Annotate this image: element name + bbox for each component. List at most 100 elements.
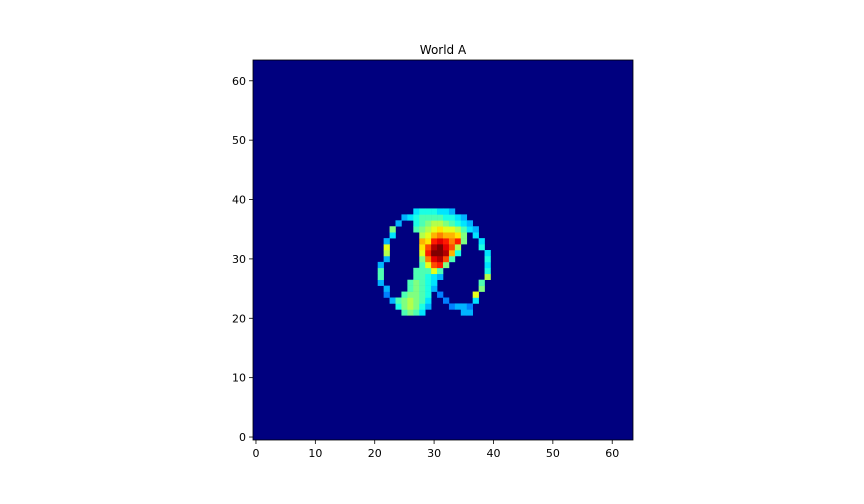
heatmap-cell	[413, 291, 420, 298]
heatmap-cell	[425, 261, 432, 269]
heatmap-cell	[472, 291, 479, 298]
heatmap-cell	[401, 214, 408, 221]
heatmap-cell	[448, 303, 456, 310]
heatmap-cell	[413, 226, 420, 233]
heatmap-cell	[413, 297, 420, 304]
heatmap-cell	[383, 244, 390, 251]
heatmap-cell	[431, 220, 438, 227]
heatmap-cell	[443, 208, 450, 215]
heatmap-cell	[484, 273, 491, 280]
y-tick-label: 20	[232, 312, 246, 325]
heatmap-cell	[460, 214, 468, 221]
heatmap-cell	[425, 220, 432, 227]
heatmap-cell	[431, 226, 438, 233]
heatmap-cell	[448, 226, 456, 233]
heatmap-cell	[454, 214, 462, 221]
heatmap-cell	[460, 303, 468, 310]
heatmap-cell	[419, 267, 426, 275]
x-tick-label: 0	[252, 447, 259, 460]
y-tick-label: 50	[232, 134, 246, 147]
heatmap-cell	[431, 214, 438, 221]
heatmap-cell	[419, 255, 426, 263]
heatmap-cell	[454, 250, 462, 257]
heatmap-cell	[431, 255, 438, 263]
x-tick-label: 30	[427, 447, 441, 460]
heatmap-cell	[443, 255, 450, 263]
heatmap-cell	[448, 250, 456, 257]
heatmap-cell	[478, 279, 485, 286]
x-tick-label: 60	[605, 447, 619, 460]
heatmap-cell	[419, 232, 426, 239]
heatmap-cell	[419, 291, 426, 298]
heatmap-cell	[383, 291, 390, 298]
heatmap-cell	[454, 232, 462, 239]
y-tick-label: 60	[232, 75, 246, 88]
heatmap-cell	[466, 220, 473, 227]
y-tick-label: 10	[232, 372, 246, 385]
heatmap-cell	[437, 250, 444, 257]
heatmap-cell	[425, 285, 432, 292]
heatmap-cell	[419, 309, 426, 316]
heatmap-cell	[401, 303, 408, 310]
heatmap-cell	[389, 226, 396, 233]
heatmap-cell	[425, 297, 432, 304]
heatmap-cell	[425, 255, 432, 263]
y-tick-label: 0	[239, 431, 246, 444]
heatmap-cell	[407, 279, 414, 286]
heatmap-cell	[437, 238, 444, 245]
heatmap-cell	[425, 232, 432, 239]
heatmap-cell	[419, 238, 426, 245]
heatmap-cell	[383, 255, 390, 263]
heatmap-cell	[448, 255, 456, 263]
y-tick-label: 30	[232, 253, 246, 266]
plot-frame	[252, 59, 634, 441]
heatmap-cell	[472, 297, 479, 304]
heatmap-cell	[443, 232, 450, 239]
x-tick-label: 40	[486, 447, 500, 460]
heatmap-cell	[413, 285, 420, 292]
heatmap-cell	[425, 273, 432, 280]
heatmap-cell	[431, 285, 438, 292]
heatmap-cell	[454, 244, 462, 251]
heatmap-cell	[437, 232, 444, 239]
heatmap-cell	[466, 309, 473, 316]
heatmap-cell	[443, 238, 450, 245]
heatmap-cell	[425, 244, 432, 251]
heatmap-cell	[419, 208, 426, 215]
heatmap-cell	[448, 220, 456, 227]
heatmap-cell	[383, 250, 390, 257]
heatmap-cell	[443, 250, 450, 257]
heatmap-cell	[407, 303, 414, 310]
heatmap-cell	[407, 285, 414, 292]
heatmap-cell	[401, 309, 408, 316]
heatmap-cell	[460, 226, 468, 233]
heatmap-cell	[437, 273, 444, 280]
heatmap-cell	[437, 208, 444, 215]
heatmap-cell	[425, 291, 432, 298]
heatmap-cell	[466, 226, 473, 233]
heatmap-cell	[431, 238, 438, 245]
heatmap-cell	[407, 291, 414, 298]
heatmap-cell	[448, 214, 456, 221]
heatmap-cell	[425, 238, 432, 245]
heatmap-cell	[407, 214, 414, 221]
heatmap-cell	[431, 261, 438, 269]
heatmap-cell	[454, 226, 462, 233]
heatmap-cell	[419, 250, 426, 257]
heatmap-cell	[460, 232, 468, 239]
heatmap-cell	[431, 232, 438, 239]
heatmap-cell	[419, 297, 426, 304]
heatmap-cell	[413, 267, 420, 275]
x-tick-label: 20	[368, 447, 382, 460]
heatmap-cell	[484, 261, 491, 269]
heatmap-cell	[413, 303, 420, 310]
heatmap-cell	[425, 250, 432, 257]
plot-area	[252, 59, 634, 441]
heatmap-cell	[478, 238, 485, 245]
heatmap-cell	[413, 273, 420, 280]
chart-title: World A	[420, 43, 467, 57]
heatmap-cell	[437, 226, 444, 233]
heatmap-cell	[419, 244, 426, 251]
heatmap-cell	[466, 303, 473, 310]
heatmap-cell	[443, 220, 450, 227]
